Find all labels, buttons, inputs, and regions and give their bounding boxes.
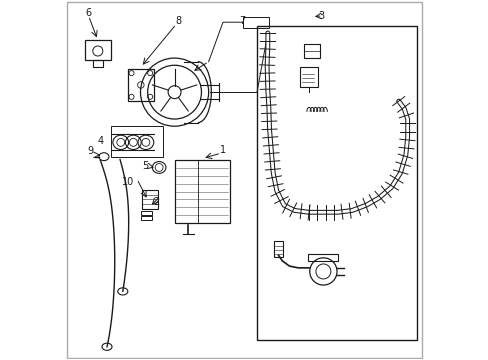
Bar — [140, 216, 151, 220]
Bar — [303, 44, 319, 58]
Bar — [128, 69, 153, 101]
Text: 5: 5 — [142, 161, 148, 171]
Text: 3: 3 — [317, 11, 323, 21]
Text: 7: 7 — [239, 17, 245, 27]
Bar — [174, 160, 230, 223]
Bar — [274, 241, 283, 257]
Text: 4: 4 — [98, 136, 104, 147]
Text: 6: 6 — [85, 8, 91, 18]
Bar — [308, 254, 338, 261]
Bar — [300, 67, 317, 87]
Bar — [142, 190, 158, 208]
Text: 1: 1 — [220, 144, 225, 154]
Bar — [85, 40, 110, 60]
Bar — [257, 26, 416, 339]
Text: 2: 2 — [153, 197, 160, 207]
Text: 10: 10 — [122, 177, 134, 187]
Text: 8: 8 — [175, 17, 181, 27]
Bar — [140, 211, 151, 215]
Bar — [242, 17, 268, 28]
Text: 9: 9 — [87, 146, 93, 156]
Bar — [92, 60, 103, 67]
Bar — [111, 126, 163, 157]
